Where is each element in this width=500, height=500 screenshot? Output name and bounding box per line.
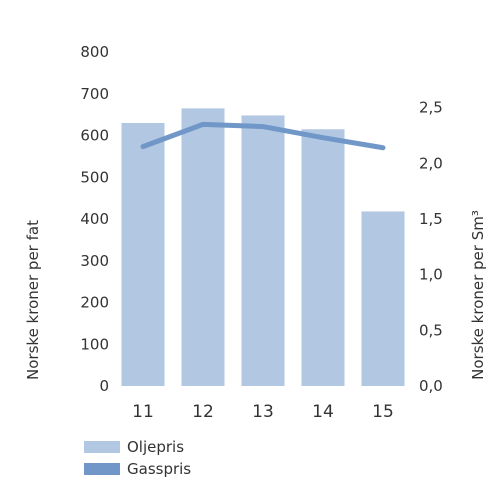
right-tick-1,0: 1,0 (419, 266, 443, 284)
category-13: 13 (252, 402, 274, 422)
right-tick-0,0: 0,0 (419, 377, 443, 395)
left-axis-ticks: 0 100 200 300 400 500 600 700 800 (80, 43, 109, 395)
category-15: 15 (372, 402, 394, 422)
right-tick-2,0: 2,0 (419, 154, 443, 172)
right-axis-label: Norske kroner per Sm³ (469, 210, 487, 380)
bar-12 (181, 108, 225, 387)
left-tick-400: 400 (80, 210, 109, 228)
right-tick-0,5: 0,5 (419, 321, 443, 339)
left-tick-100: 100 (80, 335, 109, 353)
legend: Oljepris Gasspris (84, 438, 191, 478)
right-tick-1,5: 1,5 (419, 210, 443, 228)
bar-13 (241, 115, 285, 387)
bar-15 (361, 211, 405, 386)
left-tick-500: 500 (80, 168, 109, 186)
left-axis-label: Norske kroner per fat (24, 220, 42, 380)
left-tick-600: 600 (80, 127, 109, 145)
left-tick-300: 300 (80, 252, 109, 270)
right-axis-ticks: 0,0 0,5 1,0 1,5 2,0 2,5 (419, 99, 443, 395)
legend-swatch-gasspris (84, 463, 120, 475)
left-tick-200: 200 (80, 294, 109, 312)
legend-label-oljepris: Oljepris (127, 438, 184, 456)
left-tick-0: 0 (99, 377, 109, 395)
left-tick-700: 700 (80, 85, 109, 103)
category-12: 12 (192, 402, 214, 422)
left-tick-800: 800 (80, 43, 109, 61)
bar-11 (121, 122, 165, 386)
bar-14 (301, 129, 345, 387)
category-14: 14 (312, 402, 334, 422)
category-labels: 11 12 13 14 15 (132, 402, 394, 422)
category-11: 11 (132, 402, 154, 422)
right-tick-2,5: 2,5 (419, 99, 443, 117)
line-group (140, 121, 386, 151)
legend-label-gasspris: Gasspris (127, 460, 191, 478)
legend-swatch-oljepris (84, 441, 120, 453)
bars-group (121, 108, 405, 387)
